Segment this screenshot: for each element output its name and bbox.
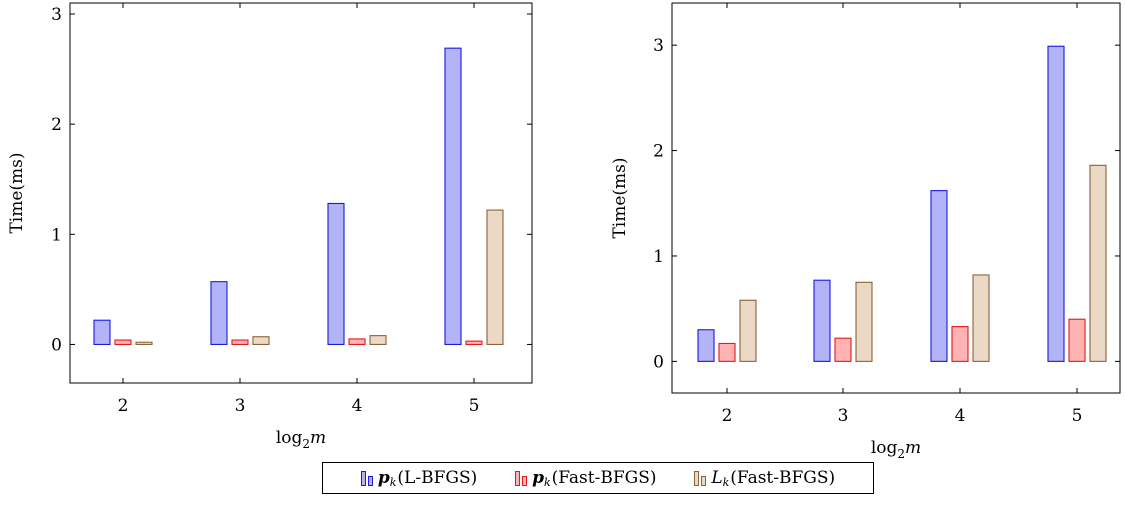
x-tick-label: 5	[1072, 406, 1083, 426]
x-tick-label: 5	[469, 396, 480, 416]
bar-3-3	[252, 336, 270, 345]
legend-entry-pk-fastbfgs: p k (Fast-BFGS)	[515, 468, 657, 489]
x-tick-label: 3	[838, 406, 849, 426]
legend-subscript: k	[722, 475, 730, 489]
legend-swatch-bar	[701, 475, 707, 486]
bar-1-2	[93, 319, 111, 345]
bar-3-2	[739, 299, 757, 362]
legend-swatch-bar	[515, 470, 521, 486]
x-axis-label: log2m	[871, 438, 921, 461]
legend-swatch-bar	[360, 470, 366, 486]
bar-2-4	[951, 326, 969, 362]
bar-3-5	[486, 209, 504, 345]
legend-label: (L-BFGS)	[397, 468, 478, 488]
y-tick-label: 2	[51, 115, 62, 135]
legend-label: (Fast-BFGS)	[551, 468, 657, 488]
x-tick-label: 4	[352, 396, 363, 416]
legend-swatch-pk-fastbfgs	[515, 470, 529, 486]
x-tick-label: 3	[235, 396, 246, 416]
bar-2-4	[348, 338, 366, 345]
bar-1-4	[930, 190, 948, 362]
legend-symbol: p	[377, 468, 390, 488]
bar-1-3	[813, 279, 831, 362]
y-tick-label: 2	[653, 142, 664, 162]
bar-3-2	[135, 341, 153, 345]
legend-label: (Fast-BFGS)	[730, 468, 836, 488]
bar-3-3	[855, 281, 873, 362]
bar-2-3	[834, 337, 852, 362]
chart-2: 0 1 2 3 2 3 4 5 Time(ms) log2m	[610, 2, 1121, 461]
legend-swatch-pk-lbfgs	[360, 470, 375, 486]
x-tick-label: 2	[722, 406, 733, 426]
legend-swatch-bar	[367, 475, 373, 486]
x-tick-label: 2	[118, 396, 129, 416]
legend-swatch-bar	[694, 470, 700, 486]
bar-1-3	[210, 281, 228, 345]
legend-swatch-lk-fastbfgs	[694, 470, 708, 486]
bar-1-4	[327, 202, 345, 345]
plot-frame	[69, 2, 533, 384]
y-axis-label: Time(ms)	[7, 152, 27, 233]
y-tick-label: 3	[51, 5, 62, 25]
bar-3-4	[369, 335, 387, 345]
y-tick-label: 0	[653, 352, 664, 372]
x-axis-label: log2m	[276, 428, 326, 451]
y-tick-label: 0	[51, 335, 62, 355]
bar-2-5	[465, 340, 483, 345]
y-tick-label: 3	[653, 36, 664, 56]
plot-frame	[671, 2, 1121, 394]
legend-entry-pk-lbfgs: p k (L-BFGS)	[360, 468, 478, 489]
bar-1-2	[697, 329, 715, 362]
x-tick-label: 4	[955, 406, 966, 426]
legend-symbol: L	[711, 468, 723, 488]
legend-swatch-bar	[522, 475, 528, 486]
bar-3-4	[972, 274, 990, 362]
bar-3-5	[1089, 164, 1107, 362]
bar-2-3	[231, 339, 249, 345]
bar-1-5	[444, 47, 462, 345]
bar-2-5	[1068, 318, 1086, 362]
y-axis-label: Time(ms)	[610, 157, 630, 238]
legend-symbol: p	[532, 468, 544, 488]
bar-1-5	[1047, 45, 1065, 362]
chart-1: 0 1 2 3 2 3 4 5 Time(ms) log2m	[7, 2, 533, 451]
y-tick-label: 1	[51, 225, 62, 245]
bar-2-2	[718, 342, 736, 362]
legend-subscript: k	[389, 475, 397, 489]
y-tick-label: 1	[653, 247, 664, 267]
bar-2-2	[114, 339, 132, 345]
legend-subscript: k	[543, 475, 551, 489]
